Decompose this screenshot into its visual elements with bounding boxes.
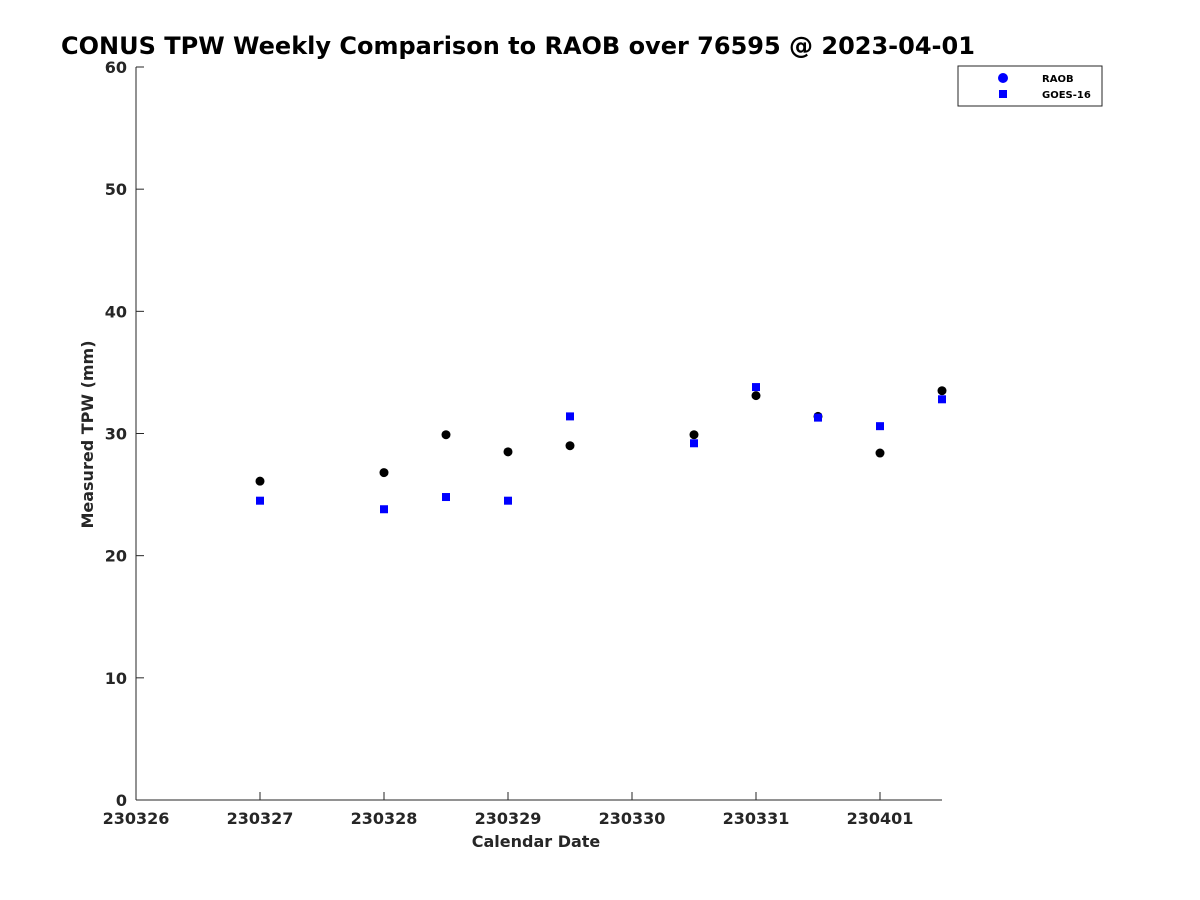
y-tick-label: 60 <box>105 58 127 77</box>
x-axis-label: Calendar Date <box>472 832 601 851</box>
axes: 230326 230327 230328 230329 230330 230331 2304… <box>103 58 942 828</box>
y-tick-label: 0 <box>116 791 127 810</box>
goes16-point <box>814 413 822 422</box>
raob-point <box>441 430 451 440</box>
raob-point <box>565 441 575 451</box>
goes16-point <box>938 395 946 404</box>
raob-point <box>255 476 265 486</box>
raob-point <box>875 448 885 458</box>
goes16-point <box>690 439 698 448</box>
legend-marker-raob <box>998 73 1008 83</box>
x-tick-label: 230326 <box>103 809 170 828</box>
x-tick-label: 230327 <box>227 809 294 828</box>
raob-point <box>379 468 389 478</box>
y-axis-label: Measured TPW (mm) <box>78 340 97 528</box>
goes16-point <box>876 422 884 431</box>
goes16-point <box>442 493 450 502</box>
x-tick-label: 230401 <box>847 809 914 828</box>
goes16-point <box>504 496 512 505</box>
y-tick-label: 40 <box>105 302 127 321</box>
goes16-point <box>566 412 574 421</box>
legend-box <box>957 65 1103 107</box>
legend-label: RAOB <box>1042 74 1074 85</box>
legend-label: GOES-16 <box>1042 90 1091 101</box>
x-tick-label: 230329 <box>475 809 542 828</box>
y-tick-label: 10 <box>105 669 127 688</box>
goes16-point <box>380 505 388 514</box>
raob-point <box>503 447 513 457</box>
x-tick-label: 230330 <box>599 809 666 828</box>
data-points <box>255 383 947 514</box>
y-tick-label: 20 <box>105 547 127 566</box>
raob-point <box>937 386 947 396</box>
x-tick-label: 230331 <box>723 809 790 828</box>
y-tick-label: 50 <box>105 180 127 199</box>
y-tick-label: 30 <box>105 425 127 444</box>
legend-marker-goes16 <box>999 90 1007 98</box>
x-tick-label: 230328 <box>351 809 418 828</box>
raob-point <box>751 391 761 401</box>
goes16-point <box>752 383 760 392</box>
raob-point <box>689 430 699 440</box>
chart-title: CONUS TPW Weekly Comparison to RAOB over… <box>61 32 975 60</box>
goes16-point <box>256 496 264 505</box>
legend: RAOB GOES-16 <box>957 65 1103 107</box>
